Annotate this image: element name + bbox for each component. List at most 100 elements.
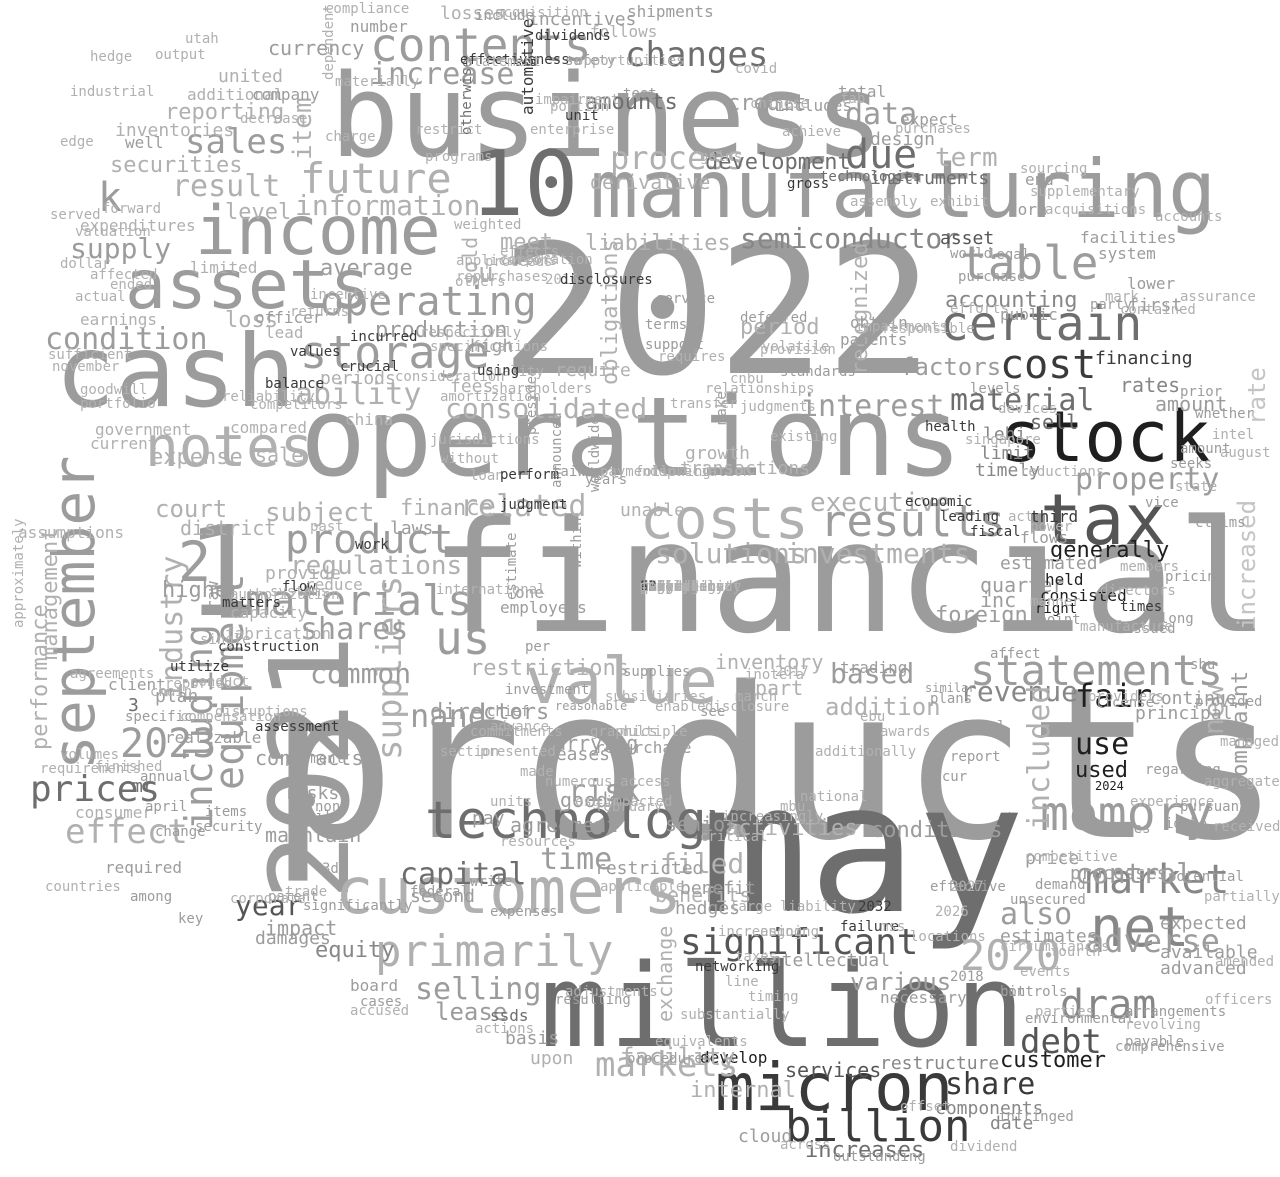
- word-accused: accused: [350, 1003, 410, 1019]
- word-following: following: [635, 464, 711, 480]
- word-instruments: instruments: [870, 168, 990, 189]
- word-payments: payments: [600, 464, 668, 480]
- word-lease: lease: [435, 998, 508, 1026]
- word-events: events: [1020, 964, 1071, 980]
- word-leading: leading: [940, 509, 1000, 525]
- word-taiwan: taiwan: [552, 464, 603, 480]
- word-circumstances: circumstances: [1000, 939, 1110, 955]
- word-provided: provided: [1195, 694, 1263, 710]
- word-16: 16: [640, 579, 657, 595]
- word-safety: safety: [565, 53, 616, 69]
- word-intel: intel: [1212, 427, 1255, 443]
- word-data: data: [845, 97, 918, 132]
- word-generally: generally: [1050, 538, 1170, 563]
- word-follows: follows: [590, 22, 658, 41]
- word-fees: fees: [450, 376, 494, 397]
- word-mark: mark: [1105, 289, 1139, 305]
- word-among: among: [130, 889, 173, 905]
- word-risks: risks: [285, 783, 340, 804]
- word-expenses: expenses: [490, 904, 558, 920]
- word-consideration: consideration: [395, 369, 505, 385]
- word-presented: presented: [480, 744, 556, 760]
- word-realizable: realizable: [165, 728, 262, 747]
- word-timely: timely: [975, 460, 1041, 481]
- word-amortization: amortization: [440, 389, 542, 405]
- word-perform: perform: [500, 467, 560, 483]
- word-values: values: [290, 344, 341, 360]
- word-incentives: incentives: [528, 9, 637, 30]
- word-legal: legal: [988, 247, 1031, 263]
- word-patent: patent: [268, 889, 319, 905]
- word-notes: notes: [145, 415, 314, 480]
- word-accumulated: accumulated: [640, 579, 733, 595]
- word-significantly: significantly: [303, 898, 413, 914]
- word-derivative: derivative: [590, 170, 711, 194]
- word-managed: managed: [1220, 734, 1280, 750]
- word-mbu: mbu: [780, 799, 806, 815]
- word-affected: affected: [90, 267, 158, 283]
- word-services: services: [785, 1058, 882, 1082]
- word-3d: 3d: [322, 861, 339, 877]
- word-ebu: ebu: [860, 709, 886, 725]
- word-ssd: ssd: [515, 55, 537, 69]
- word-report: report: [950, 749, 1001, 765]
- word-loss: loss: [225, 308, 278, 333]
- word-investments: investments: [785, 537, 971, 570]
- word-manner: manner: [1030, 594, 1081, 610]
- word-internal: internal: [690, 1078, 796, 1103]
- word-2017: 2017: [775, 664, 809, 680]
- word-also: also: [1000, 897, 1073, 932]
- word-flows: flows: [1020, 528, 1069, 547]
- word-requirements: requirements: [40, 761, 142, 777]
- word-single: single: [200, 632, 251, 648]
- word-license: license: [1095, 695, 1155, 711]
- word-resulting: resulting: [555, 992, 631, 1008]
- word-beginning: beginning: [640, 579, 716, 595]
- word-may: may: [700, 745, 1026, 954]
- word-programs: programs: [425, 149, 493, 165]
- word-lehi: lehi: [983, 424, 1027, 445]
- word-mobile: mobile: [290, 809, 341, 825]
- word-regulations: regulations: [290, 551, 463, 581]
- word-devices: devices: [998, 401, 1058, 417]
- word-supplies: supplies: [623, 664, 691, 680]
- word-construction: construction: [218, 639, 320, 655]
- word-dividend: dividend: [950, 1139, 1018, 1155]
- word-material: material: [950, 383, 1095, 418]
- word-forward: forward: [102, 201, 162, 217]
- word-risk: risk: [568, 774, 641, 809]
- word-specifications: specifications: [430, 339, 549, 355]
- word-related: related: [460, 489, 587, 524]
- word-benefit: benefit: [680, 878, 756, 899]
- word-expenditures: expenditures: [80, 216, 196, 235]
- word-portfolio: portfolio: [80, 396, 156, 412]
- word-write: write: [470, 874, 513, 890]
- word-form: form: [1008, 200, 1047, 219]
- word-average: average: [320, 256, 413, 281]
- word-without: without: [440, 451, 500, 467]
- word-specific: specific: [125, 709, 193, 725]
- word-compared: compared: [230, 418, 308, 437]
- word-fabrication: fabrication: [225, 624, 331, 643]
- word-deferred: deferred: [740, 310, 808, 326]
- word-adjustments: adjustments: [565, 984, 658, 1000]
- word-corporation: corporation: [500, 252, 593, 268]
- word-actions: actions: [475, 1021, 535, 1037]
- word-imft: imft: [640, 579, 674, 595]
- word-operating: operating: [320, 279, 537, 325]
- word-shares: shares: [300, 612, 409, 647]
- word-customer: customer: [1000, 1048, 1106, 1073]
- word-line: line: [725, 974, 759, 990]
- word-fiscal: fiscal: [970, 524, 1021, 540]
- word-disruptions: disruptions: [215, 704, 308, 720]
- word-income: income: [195, 192, 441, 271]
- word-environmental: environmental: [1025, 1011, 1135, 1027]
- word-assumptions: assumptions: [18, 523, 124, 542]
- word-compliance: compliance: [325, 1, 410, 17]
- word-accounts: accounts: [1155, 209, 1223, 225]
- word-international: international: [436, 582, 546, 598]
- word-included: included: [1022, 685, 1057, 831]
- word-limit: limit: [980, 443, 1035, 464]
- word-infringement: infringement: [640, 579, 742, 595]
- word-across: across: [780, 1137, 831, 1153]
